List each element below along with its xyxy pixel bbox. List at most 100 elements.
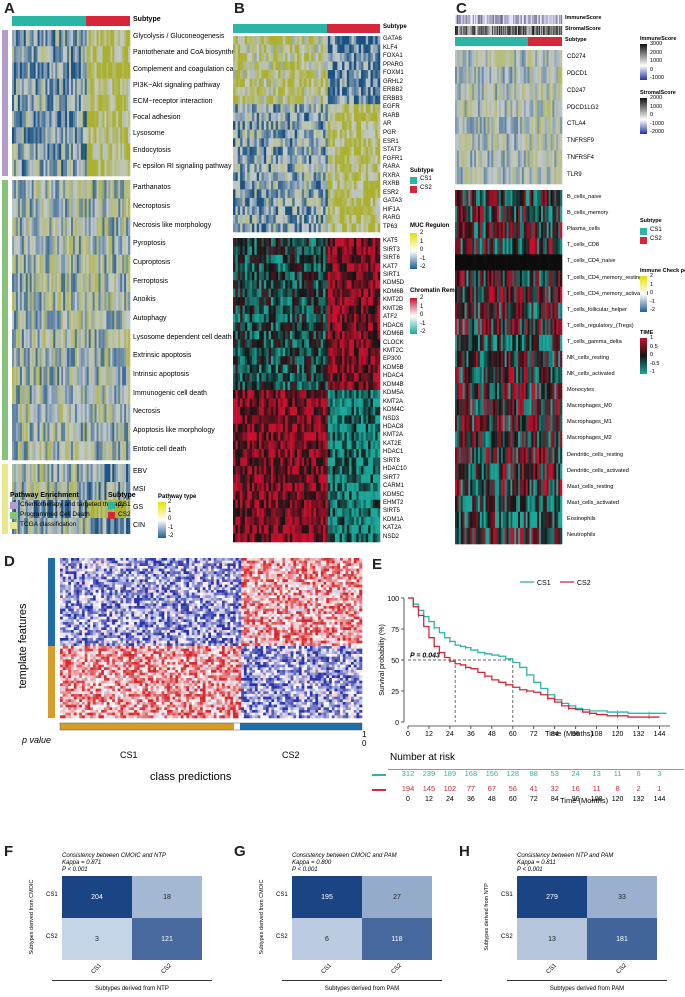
cell-label: T_cells_CD4_naive: [567, 258, 616, 264]
gene-label: FGFR1: [383, 156, 403, 162]
gene-label: RARG: [383, 215, 400, 221]
checkpoint-label: TNFRSF4: [567, 155, 594, 161]
immune-colorbar: [640, 44, 647, 80]
feature-group-cs1: [48, 558, 55, 646]
col-label: CS2: [391, 963, 403, 975]
gene-label: KDM5B: [383, 365, 404, 371]
legend-subtype-item: CS1: [118, 501, 131, 508]
legend-tick: -2: [420, 264, 425, 270]
legend-swatch: [10, 522, 17, 529]
checkpoint-label: CD274: [567, 54, 586, 60]
gene-label: ATF2: [383, 314, 397, 320]
confusion-cell: 204: [62, 876, 132, 918]
y-tick-label: 50: [391, 658, 399, 665]
ntp-heatmap: [40, 550, 370, 750]
km-pvalue: P = 0.043: [410, 653, 440, 660]
gene-label: HDAC10: [383, 466, 407, 472]
risk-xlabel: Time (Months): [560, 796, 608, 805]
km-curve-cs1: [408, 598, 667, 713]
gene-label: NSD2: [383, 534, 399, 540]
subtype-bar-cs1: [12, 16, 86, 26]
kappa-value: Kappa = 0.871: [62, 860, 101, 866]
icp-colorbar: [640, 276, 647, 312]
gene-label: KDM5C: [383, 492, 404, 498]
risk-cs1-value: 24: [568, 769, 584, 778]
gene-label: HDAC1: [383, 449, 403, 455]
legend-pathway-item: TCGA classification: [20, 521, 76, 528]
subtype-header-b: Subtype: [383, 24, 407, 30]
pathway-label: Glycolysis / Gluconeogenesis: [133, 33, 224, 40]
consistency-title: Consistency between CMOIC and NTP: [62, 853, 166, 859]
time-colorbar: [640, 338, 647, 374]
legend-tick: 0: [650, 352, 653, 358]
checkpoint-label: TLR9: [567, 172, 582, 178]
legend-tick: 0: [420, 312, 423, 318]
legend-icp-title: Immune Check point: [640, 268, 685, 274]
subtype-bar-cs2: [86, 16, 130, 26]
col-label: CS2: [161, 963, 173, 975]
pathway-label: Apoptosis like morphology: [133, 427, 215, 434]
legend-swatch: [640, 237, 647, 244]
gene-label: KDM4C: [383, 407, 404, 413]
gene-label: KMT2C: [383, 348, 403, 354]
pathway-label: Necrosis like morphology: [133, 222, 211, 229]
pathway-label: Fc epsilon RI signaling pathway: [133, 163, 231, 170]
confusion-cell: 118: [362, 918, 432, 960]
risk-x-tick: 132: [631, 796, 647, 803]
risk-x-tick: 36: [463, 796, 479, 803]
legend-tick: -1000: [650, 121, 664, 127]
gene-label: GATA6: [383, 36, 402, 42]
cell-label: Macrophages_M2: [567, 435, 612, 441]
cell-label: Mast_cells_resting: [567, 484, 613, 490]
gene-label: KMT2D: [383, 297, 403, 303]
pathway-label: CIN: [133, 522, 145, 529]
legend-tick: 0.5: [650, 344, 658, 350]
x-tick-label: 72: [530, 731, 538, 738]
gene-label: PPARG: [383, 62, 404, 68]
pathway-label: Lysosome dependent cell death: [133, 334, 232, 341]
pathway-label: Endocytosis: [133, 147, 171, 154]
class-bar-cs2: [240, 723, 362, 730]
pathway-label: GS: [133, 504, 143, 511]
subtype-bar-cs1: [233, 24, 327, 33]
panel-c-heatmap: [450, 14, 570, 549]
kappa-value: Kappa = 0.811: [517, 860, 556, 866]
pvalue-tick-0: 0: [362, 739, 366, 748]
confusion-cell: 33: [587, 876, 657, 918]
gene-label: KDM4B: [383, 382, 404, 388]
gene-label: HDAC8: [383, 424, 403, 430]
cell-label: T_cells_follicular_helper: [567, 307, 627, 313]
legend-muc-title: MUC Regulon: [410, 223, 449, 229]
pvalue-tick-1: 1: [362, 730, 366, 739]
cell-label: Dendritic_cells_activated: [567, 468, 629, 474]
gene-label: KMT2B: [383, 306, 403, 312]
km-ylabel: Survival probability (%): [379, 624, 386, 696]
gene-label: PGR: [383, 130, 396, 136]
gene-label: ERBB3: [383, 96, 403, 102]
gene-label: STAT3: [383, 147, 401, 153]
risk-x-tick: 12: [421, 796, 437, 803]
cell-label: Monocytes: [567, 387, 594, 393]
subtype-header: Subtype: [133, 16, 161, 23]
row-label: CS2: [501, 934, 513, 940]
x-tick-label: 120: [612, 731, 624, 738]
group-bar-2: [2, 180, 8, 460]
legend-tick: -2000: [650, 129, 664, 135]
checkpoint-label: PDCD1: [567, 71, 587, 77]
consistency-ylabel: Subtypes derived from CMOIC: [259, 837, 265, 997]
cell-label: Neutrophils: [567, 532, 595, 538]
x-tick-label: 0: [406, 731, 410, 738]
stromal-colorbar: [640, 98, 647, 134]
legend-tick: 1: [650, 335, 653, 341]
subtype-bar-cs2: [528, 37, 562, 46]
subtype-bar-cs1: [455, 37, 528, 46]
y-tick-label: 100: [387, 596, 399, 603]
cell-label: T_cells_CD4_memory_activated: [567, 291, 648, 297]
legend-tick: -1000: [650, 75, 664, 81]
panel-b-heatmap: [230, 14, 430, 544]
ntp-ylabel: template features: [17, 591, 29, 701]
gene-label: KDM6B: [383, 289, 404, 295]
immunescore-row-label: ImmuneScore: [565, 15, 601, 21]
x-tick-label: 24: [446, 731, 454, 738]
